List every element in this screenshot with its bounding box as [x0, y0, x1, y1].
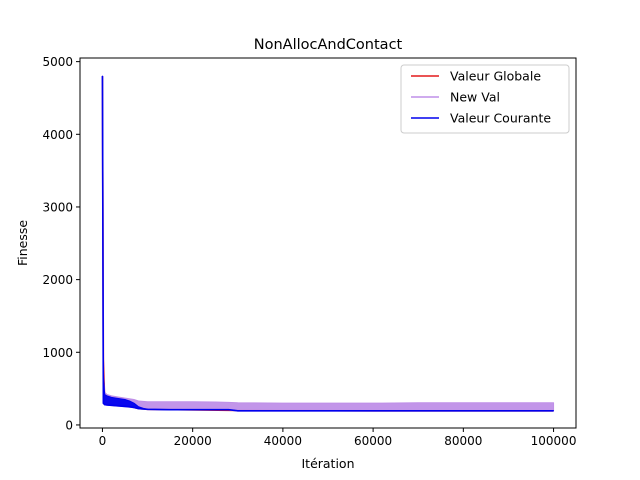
series-line-valeur-courante: [101, 76, 554, 412]
plot-layer: [101, 75, 555, 412]
x-tick-label: 80000: [444, 434, 482, 448]
y-tick-label: 3000: [42, 200, 73, 214]
y-tick-label: 0: [65, 418, 73, 432]
plot-frame: [79, 57, 577, 429]
y-axis: 0 1000 2000 3000 4000 5000: [42, 55, 80, 432]
y-axis-label: Finesse: [15, 220, 30, 266]
x-tick-label: 40000: [264, 434, 302, 448]
y-tick-label: 4000: [42, 128, 73, 142]
x-axis-label: Itération: [301, 456, 354, 471]
x-tick-label: 60000: [354, 434, 392, 448]
legend-label-valeur-globale: Valeur Globale: [450, 69, 541, 84]
y-tick-label: 2000: [42, 273, 73, 287]
legend-label-valeur-courante: Valeur Courante: [450, 111, 551, 126]
y-tick-label: 5000: [42, 55, 73, 69]
chart-title: NonAllocAndContact: [254, 37, 403, 53]
x-axis: 0 20000 40000 60000 80000 100000: [99, 428, 577, 448]
x-tick-label: 100000: [531, 434, 577, 448]
legend-label-new-val: New Val: [450, 90, 500, 105]
legend: Valeur Globale New Val Valeur Courante: [400, 64, 570, 134]
x-tick-label: 20000: [174, 434, 212, 448]
x-tick-label: 0: [99, 434, 107, 448]
y-tick-label: 1000: [42, 346, 73, 360]
legend-box: [400, 64, 570, 134]
